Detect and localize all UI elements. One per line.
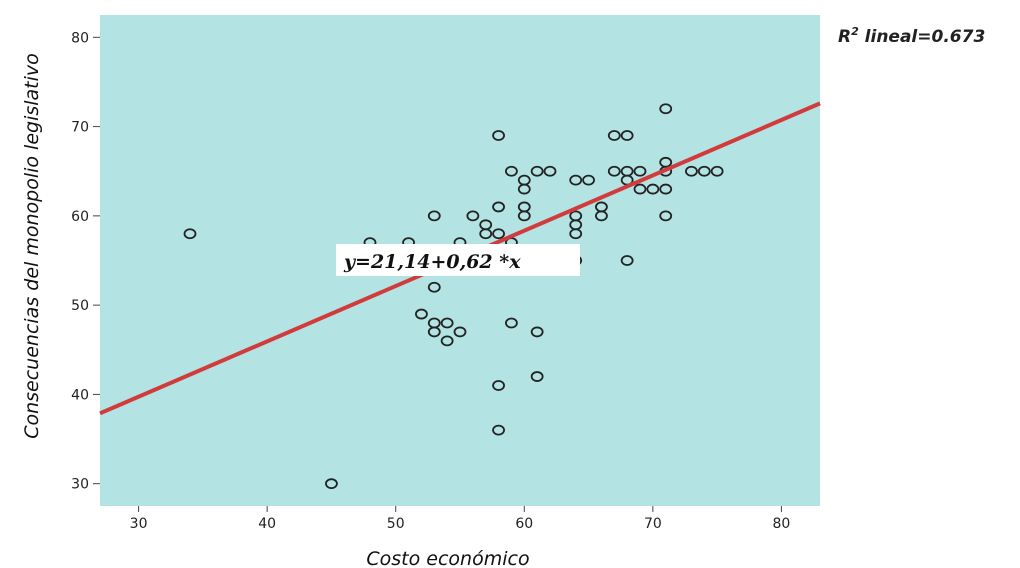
- data-point: [492, 380, 505, 391]
- x-tick-label: 40: [258, 516, 276, 532]
- r2-prefix: R: [838, 27, 851, 47]
- data-point: [595, 210, 608, 222]
- data-points: [183, 103, 724, 490]
- data-point: [710, 165, 724, 177]
- x-axis-title: Costo económico: [366, 548, 529, 568]
- data-point: [453, 326, 467, 338]
- data-point: [697, 165, 711, 177]
- data-point: [505, 317, 518, 329]
- data-point: [659, 210, 673, 222]
- x-tick-label: 80: [773, 516, 791, 532]
- r2-superscript: 2: [851, 25, 859, 38]
- y-axis-title: Consecuencias del monopolio legislativo: [21, 53, 43, 439]
- data-point: [492, 130, 505, 141]
- y-tick-label: 80: [71, 30, 89, 46]
- data-point: [517, 183, 531, 195]
- data-point: [505, 165, 518, 177]
- data-point: [427, 210, 441, 222]
- r2-label: R2 lineal=0.673: [838, 25, 985, 47]
- data-point: [427, 326, 441, 338]
- data-point: [633, 183, 647, 195]
- x-tick-label: 50: [387, 516, 405, 532]
- data-point: [659, 103, 673, 115]
- data-point: [492, 228, 505, 240]
- data-point: [659, 183, 673, 195]
- equation-label: y=21,14+0,62 *x: [343, 251, 521, 273]
- data-point: [646, 183, 660, 195]
- y-tick-label: 60: [71, 209, 89, 225]
- data-point: [440, 317, 454, 329]
- data-point: [492, 201, 505, 213]
- data-point: [415, 308, 428, 320]
- data-point: [607, 165, 621, 177]
- y-tick-label: 70: [71, 120, 89, 136]
- y-tick-label: 30: [71, 477, 89, 493]
- x-tick-label: 70: [644, 516, 662, 532]
- y-tick-label: 40: [71, 387, 89, 403]
- data-point: [582, 174, 595, 186]
- data-point: [530, 371, 544, 382]
- data-point: [569, 228, 583, 240]
- data-point: [620, 255, 634, 266]
- x-tick-label: 30: [130, 516, 148, 532]
- equation-label-box: [336, 244, 580, 276]
- data-point: [620, 130, 634, 141]
- data-point: [517, 210, 531, 222]
- y-tick-label: 50: [71, 298, 89, 314]
- x-axis: 30 40 50 60 70 80: [130, 506, 791, 532]
- data-point: [325, 478, 338, 490]
- data-point: [543, 165, 557, 177]
- r2-text: lineal=0.673: [859, 27, 986, 47]
- y-axis: 30 40 50 60 70 80: [71, 30, 100, 493]
- data-point: [479, 228, 493, 240]
- data-point: [492, 424, 505, 436]
- data-point: [530, 326, 544, 338]
- data-point: [685, 165, 698, 177]
- data-point: [427, 281, 441, 293]
- data-point: [633, 165, 647, 177]
- data-point: [183, 228, 197, 240]
- data-point: [607, 130, 621, 141]
- data-point: [530, 165, 544, 177]
- x-tick-label: 60: [515, 516, 533, 532]
- data-point: [569, 174, 583, 186]
- data-point: [440, 335, 454, 347]
- data-point: [466, 210, 480, 222]
